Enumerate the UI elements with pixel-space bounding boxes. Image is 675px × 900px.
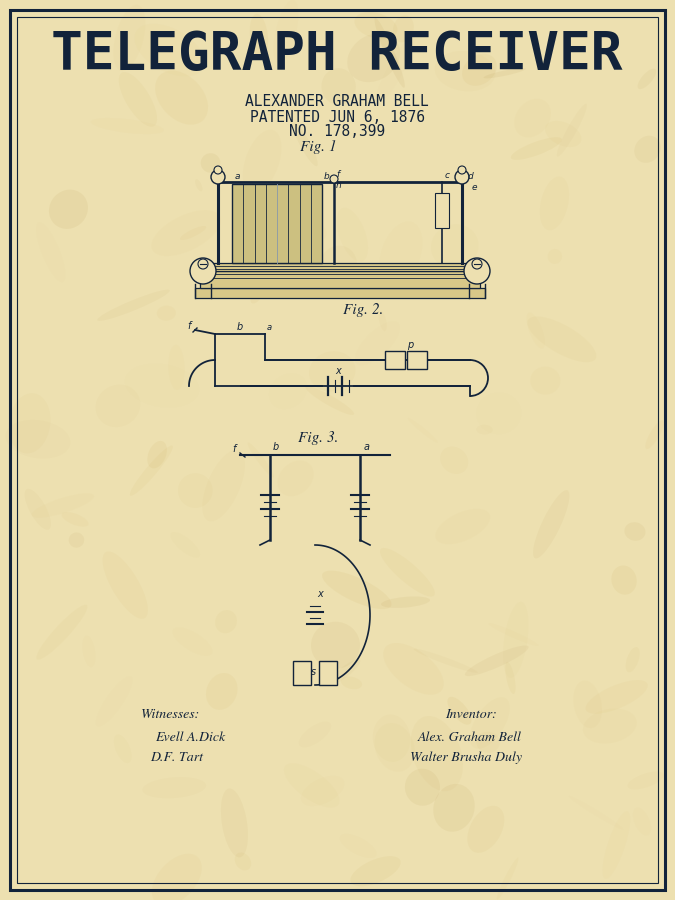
Text: b: b bbox=[273, 442, 279, 452]
Ellipse shape bbox=[69, 533, 84, 548]
Ellipse shape bbox=[347, 33, 400, 82]
Text: a: a bbox=[267, 323, 272, 332]
Text: c: c bbox=[445, 171, 450, 180]
Bar bbox=[435, 193, 449, 228]
Circle shape bbox=[214, 166, 222, 174]
Circle shape bbox=[198, 259, 208, 269]
Text: h: h bbox=[336, 181, 342, 190]
Ellipse shape bbox=[311, 622, 360, 669]
Text: Fig. 2.: Fig. 2. bbox=[343, 303, 383, 317]
Ellipse shape bbox=[180, 226, 206, 240]
Text: f: f bbox=[336, 170, 339, 179]
Circle shape bbox=[472, 259, 482, 269]
Ellipse shape bbox=[61, 512, 88, 526]
Ellipse shape bbox=[322, 571, 391, 609]
Ellipse shape bbox=[381, 597, 430, 608]
Text: Inventor:: Inventor: bbox=[445, 708, 497, 721]
Ellipse shape bbox=[375, 18, 405, 88]
Ellipse shape bbox=[103, 552, 148, 619]
Ellipse shape bbox=[624, 522, 645, 541]
Bar bbox=[232, 184, 322, 263]
Text: Evell A.Dick: Evell A.Dick bbox=[155, 732, 225, 744]
Ellipse shape bbox=[383, 643, 443, 695]
Bar bbox=[293, 661, 311, 685]
Ellipse shape bbox=[155, 70, 208, 125]
Circle shape bbox=[464, 258, 490, 284]
Ellipse shape bbox=[309, 351, 356, 392]
Text: Walter Brusha Duly: Walter Brusha Duly bbox=[410, 752, 522, 764]
Bar bbox=[200, 263, 480, 271]
Ellipse shape bbox=[341, 677, 362, 689]
Text: PATENTED JUN 6, 1876: PATENTED JUN 6, 1876 bbox=[250, 110, 425, 124]
Circle shape bbox=[211, 170, 225, 184]
Circle shape bbox=[190, 258, 216, 284]
Text: TELEGRAPH RECEIVER: TELEGRAPH RECEIVER bbox=[51, 29, 623, 81]
Ellipse shape bbox=[147, 441, 167, 468]
Ellipse shape bbox=[533, 491, 570, 558]
Ellipse shape bbox=[448, 697, 471, 724]
Ellipse shape bbox=[235, 852, 251, 870]
Bar bbox=[200, 271, 480, 288]
Text: f: f bbox=[232, 444, 236, 454]
Ellipse shape bbox=[638, 68, 656, 89]
Text: NO. 178,399: NO. 178,399 bbox=[289, 124, 385, 140]
Text: x: x bbox=[317, 589, 323, 599]
Text: p: p bbox=[407, 340, 413, 350]
Text: a: a bbox=[364, 442, 370, 452]
Text: Alex. Graham Bell: Alex. Graham Bell bbox=[418, 732, 522, 744]
Circle shape bbox=[455, 170, 469, 184]
Text: Witnesses:: Witnesses: bbox=[140, 708, 199, 721]
Ellipse shape bbox=[350, 856, 401, 886]
Ellipse shape bbox=[483, 68, 526, 78]
Ellipse shape bbox=[200, 153, 220, 173]
Text: s: s bbox=[311, 667, 316, 677]
Ellipse shape bbox=[305, 386, 354, 415]
Ellipse shape bbox=[612, 565, 637, 595]
Bar bbox=[385, 351, 405, 369]
Text: b: b bbox=[324, 172, 330, 181]
Ellipse shape bbox=[354, 12, 398, 40]
Text: f: f bbox=[187, 321, 190, 331]
Ellipse shape bbox=[462, 54, 497, 86]
Ellipse shape bbox=[433, 784, 475, 832]
Ellipse shape bbox=[206, 673, 238, 710]
Text: d: d bbox=[468, 172, 474, 181]
Ellipse shape bbox=[511, 137, 562, 160]
Ellipse shape bbox=[49, 190, 88, 229]
Ellipse shape bbox=[634, 136, 661, 163]
Ellipse shape bbox=[405, 769, 440, 806]
Ellipse shape bbox=[380, 548, 435, 597]
Ellipse shape bbox=[506, 662, 516, 694]
Text: Fig. 3.: Fig. 3. bbox=[298, 431, 338, 446]
Text: Fig. 1: Fig. 1 bbox=[300, 140, 336, 154]
Text: b: b bbox=[237, 322, 243, 332]
Bar bbox=[407, 351, 427, 369]
Ellipse shape bbox=[221, 788, 248, 858]
Ellipse shape bbox=[250, 14, 268, 58]
Bar bbox=[195, 288, 485, 298]
Text: D.F. Tart: D.F. Tart bbox=[150, 752, 203, 764]
Text: a: a bbox=[235, 172, 240, 181]
Circle shape bbox=[458, 166, 466, 174]
Text: e: e bbox=[472, 183, 477, 192]
Text: ALEXANDER GRAHAM BELL: ALEXANDER GRAHAM BELL bbox=[245, 94, 429, 110]
Bar bbox=[319, 661, 337, 685]
Circle shape bbox=[330, 175, 338, 183]
Text: x: x bbox=[335, 366, 341, 376]
Ellipse shape bbox=[547, 249, 562, 264]
Ellipse shape bbox=[130, 446, 173, 496]
Ellipse shape bbox=[465, 645, 529, 676]
